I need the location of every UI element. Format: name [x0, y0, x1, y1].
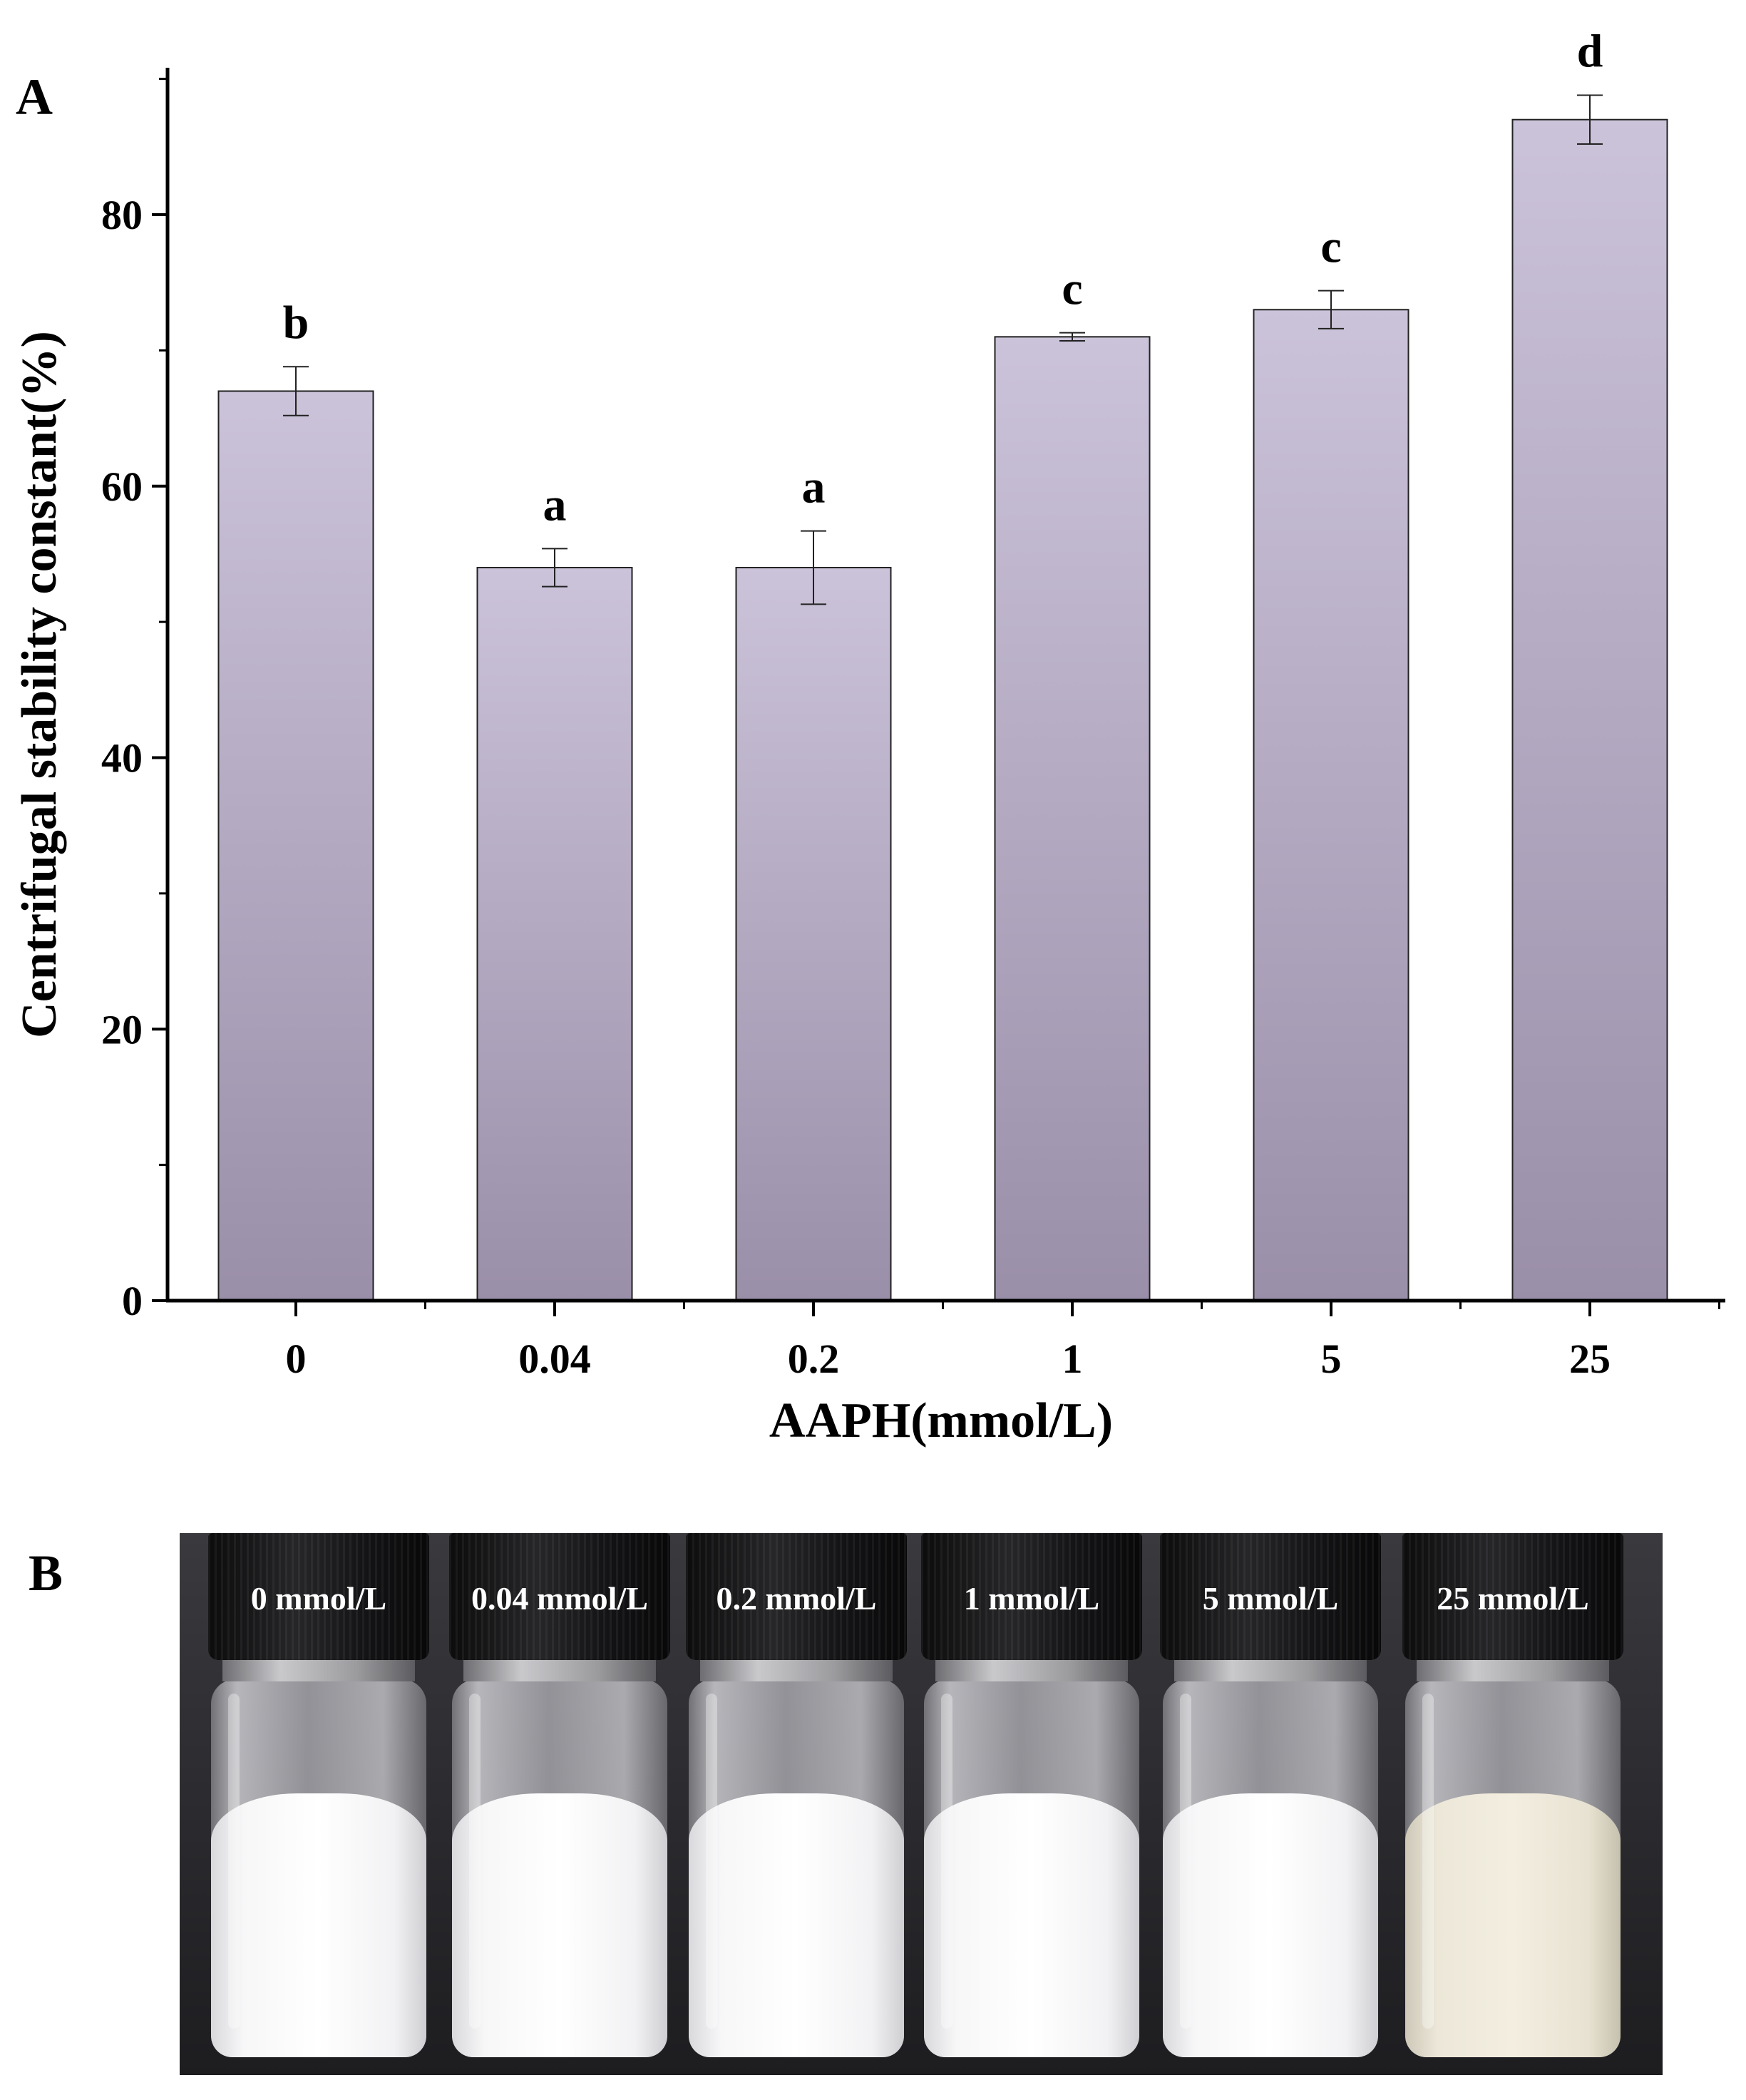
- bar: [476, 566, 633, 1301]
- cap-ribs: [208, 1533, 429, 1660]
- vial-label: 0.04 mmol/L: [471, 1580, 648, 1617]
- vial: 0.2 mmol/L: [679, 1533, 914, 2075]
- vial-label: 5 mmol/L: [1202, 1580, 1339, 1617]
- vial-cap: 1 mmol/L: [921, 1533, 1142, 1660]
- glass-highlight: [941, 1694, 952, 2029]
- vial-liquid: [452, 1793, 667, 2057]
- vial-cap: 5 mmol/L: [1160, 1533, 1381, 1660]
- cap-ribs: [921, 1533, 1142, 1660]
- vial-neck: [1417, 1660, 1609, 1681]
- vial-glass: [211, 1679, 426, 2057]
- vial-neck: [1174, 1660, 1367, 1681]
- vial-glass: [1405, 1679, 1621, 2057]
- vial-label: 25 mmol/L: [1437, 1580, 1589, 1617]
- vial-cap: 0.2 mmol/L: [686, 1533, 907, 1660]
- vial-cap: 0 mmol/L: [208, 1533, 429, 1660]
- vial-liquid: [211, 1793, 426, 2057]
- x-tick-label: 5: [1321, 1336, 1342, 1382]
- bar: [217, 390, 374, 1301]
- glass-highlight: [228, 1694, 240, 2029]
- vial-liquid: [924, 1793, 1139, 2057]
- bar-chart: b a a c c d 0 20 40 60 80 0 0.04 0.2 1 5 25 Centrifuga…: [12, 25, 1725, 1448]
- vial-glass: [452, 1679, 667, 2057]
- vial-glass: [689, 1679, 904, 2057]
- vial: 5 mmol/L: [1153, 1533, 1388, 2075]
- vial-neck: [463, 1660, 656, 1681]
- x-tick-label: 1: [1062, 1336, 1083, 1382]
- vial: 1 mmol/L: [914, 1533, 1149, 2075]
- vial-liquid: [1163, 1793, 1378, 2057]
- cap-ribs: [449, 1533, 670, 1660]
- vial-label: 0.2 mmol/L: [716, 1580, 877, 1617]
- vial-liquid: [1405, 1793, 1621, 2057]
- cap-ribs: [686, 1533, 907, 1660]
- bar: [1511, 118, 1668, 1301]
- y-tick-label: 20: [101, 1006, 143, 1052]
- y-tick-label: 40: [101, 735, 143, 782]
- panel-label-b: B: [29, 1545, 63, 1602]
- vial-glass: [1163, 1679, 1378, 2057]
- significance-letter: a: [543, 478, 567, 531]
- y-tick-label: 60: [101, 463, 143, 510]
- vial: 0.04 mmol/L: [442, 1533, 677, 2075]
- x-axis-title: AAPH(mmol/L): [769, 1393, 1113, 1448]
- x-tick-label: 0.2: [788, 1336, 840, 1382]
- glass-highlight: [706, 1694, 717, 2029]
- vial: 0 mmol/L: [201, 1533, 436, 2075]
- vial-glass: [924, 1679, 1139, 2057]
- x-tick-label: 25: [1569, 1336, 1611, 1382]
- significance-letter: a: [802, 461, 826, 513]
- significance-letter: c: [1320, 221, 1341, 273]
- vial-neck: [700, 1660, 893, 1681]
- y-tick-label: 0: [122, 1278, 143, 1324]
- significance-letter: b: [283, 297, 309, 349]
- bar: [994, 336, 1151, 1301]
- vial-liquid: [689, 1793, 904, 2057]
- vial: 25 mmol/L: [1395, 1533, 1631, 2075]
- significance-letter: d: [1577, 25, 1603, 77]
- vial-cap: 25 mmol/L: [1402, 1533, 1623, 1660]
- vial-label: 1 mmol/L: [963, 1580, 1100, 1617]
- glass-highlight: [1422, 1694, 1434, 2029]
- vials-photo: 0 mmol/L 0.04 mmol/L 0.2 mmol/L 1 mmol/L 5 m…: [180, 1533, 1663, 2075]
- significance-letter: c: [1062, 263, 1082, 315]
- y-axis-title: Centrifugal stability constant(%): [12, 331, 67, 1038]
- vial-neck: [935, 1660, 1128, 1681]
- vial-cap: 0.04 mmol/L: [449, 1533, 670, 1660]
- x-tick-label: 0: [286, 1336, 307, 1382]
- vial-label: 0 mmol/L: [250, 1580, 387, 1617]
- bar: [1253, 309, 1409, 1302]
- cap-ribs: [1402, 1533, 1623, 1660]
- x-tick-label: 0.04: [518, 1336, 591, 1382]
- vial-neck: [222, 1660, 415, 1681]
- glass-highlight: [469, 1694, 481, 2029]
- y-tick-label: 80: [101, 192, 143, 238]
- glass-highlight: [1180, 1694, 1191, 2029]
- bar: [735, 566, 892, 1301]
- cap-ribs: [1160, 1533, 1381, 1660]
- panel-label-a: A: [16, 68, 53, 126]
